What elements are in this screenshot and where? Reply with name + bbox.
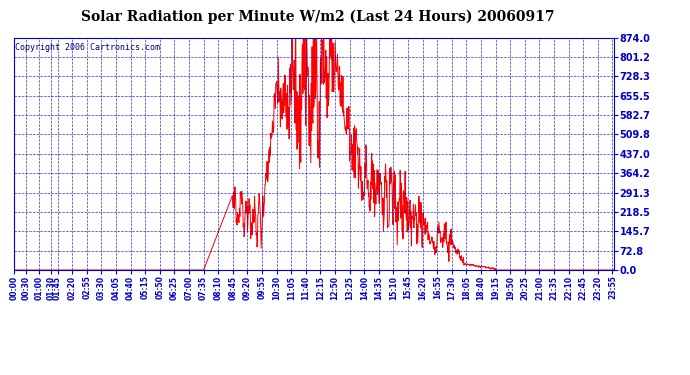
Text: Copyright 2006 Cartronics.com: Copyright 2006 Cartronics.com bbox=[15, 44, 160, 52]
Text: Solar Radiation per Minute W/m2 (Last 24 Hours) 20060917: Solar Radiation per Minute W/m2 (Last 24… bbox=[81, 9, 554, 24]
